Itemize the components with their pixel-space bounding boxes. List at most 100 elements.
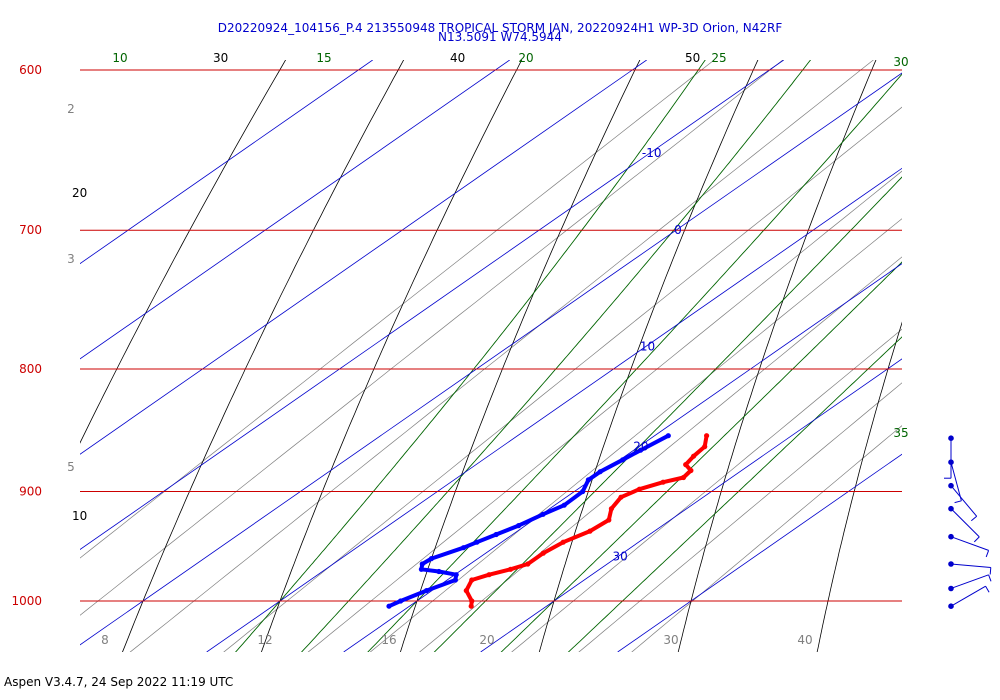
temperature-point (608, 506, 615, 512)
dry-adiabat-20 (399, 60, 641, 652)
moist-adiabat-35 (567, 336, 902, 652)
dry-adiabat-60 (955, 0, 1000, 662)
dewpoint-point (436, 568, 442, 575)
isotherm-line-30 (480, 358, 902, 652)
isotherm-label--10: -10 (642, 146, 662, 160)
mixing-ratio-8 (223, 106, 902, 652)
isotherm-lines (80, 60, 902, 652)
mixing-ratio-40 (578, 382, 902, 652)
isotherm-label-20: 20 (633, 440, 648, 454)
mixing-ratio-bottom-label-30: 30 (663, 633, 678, 647)
isotherm-line-10 (206, 167, 902, 652)
wind-barb-dot (948, 482, 954, 489)
mixing-ratio-5 (129, 60, 874, 652)
dry-adiabat-10 (260, 60, 523, 652)
wind-barb-dot (948, 561, 954, 567)
moist-adiabat-15 (301, 60, 812, 652)
moist-adiabat-label-35: 35 (893, 426, 908, 440)
footer-version-timestamp: Aspen V3.4.7, 24 Sep 2022 11:19 UTC (4, 675, 234, 689)
dry-adiabat-label-50: 50 (685, 51, 700, 65)
moist-adiabat-label-10: 10 (112, 51, 127, 65)
moist-adiabat-label-15: 15 (316, 51, 331, 65)
wind-barb-staff (950, 585, 986, 607)
dewpoint-point (620, 457, 626, 463)
temperature-point (463, 588, 469, 594)
wind-barb-feather (973, 536, 980, 543)
temperature-point (606, 517, 612, 523)
dewpoint-point (597, 469, 603, 475)
temperature-point (587, 528, 593, 534)
dewpoint-point (474, 539, 480, 545)
mixing-ratio-30 (511, 328, 902, 652)
dewpoint-point (428, 556, 434, 562)
isotherm-line-40 (617, 453, 902, 652)
dry-adiabat-0 (122, 60, 405, 652)
dry-adiabat-50 (816, 321, 902, 652)
isotherm-label-0: 0 (674, 223, 682, 237)
pressure-label-900: 900 (19, 484, 42, 498)
mixing-ratio-bottom-label-8: 8 (101, 633, 109, 647)
wind-barb-staff (950, 563, 991, 568)
isotherm-line-0 (80, 72, 902, 646)
dewpoint-point (585, 477, 592, 483)
dewpoint-point (418, 566, 424, 572)
dry-adiabat-40 (677, 60, 877, 652)
temperature-point (636, 486, 643, 492)
dewpoint-point (516, 523, 522, 529)
dewpoint-point (453, 572, 459, 578)
wind-barb-staff (950, 536, 989, 551)
temperature-point (704, 433, 710, 439)
dry-adiabat-label-30: 30 (213, 51, 228, 65)
dewpoint-point (580, 488, 586, 495)
wind-barb-dot (948, 459, 954, 466)
temperature-point (618, 494, 624, 500)
isotherm-line--40 (80, 60, 373, 265)
wind-barb-staff (950, 508, 980, 538)
mixing-ratio-lines (80, 60, 902, 652)
dewpoint-point (493, 531, 499, 538)
dewpoint-profile-line (387, 433, 671, 609)
pressure-label-800: 800 (19, 362, 42, 376)
mixing-ratio-bottom-label-40: 40 (797, 633, 812, 647)
chart-title-line-1: D20220924_104156_P.4 213550948 TROPICAL … (217, 21, 783, 35)
temperature-point (691, 453, 697, 459)
dewpoint-point (561, 502, 567, 508)
temperature-point (560, 539, 566, 545)
temperature-point (468, 603, 474, 609)
dewpoint-point (638, 447, 644, 453)
dewpoint-point (540, 511, 546, 517)
temperature-profile-line (464, 433, 709, 609)
mixing-ratio-bottom-label-12: 12 (257, 633, 272, 647)
moist-adiabat-label-25: 25 (711, 51, 726, 65)
dry-adiabat--10 (80, 60, 287, 444)
wind-barb-feather (988, 574, 992, 582)
mixing-ratio-2 (80, 60, 715, 559)
mixing-ratio-left-label-2: 2 (67, 102, 75, 116)
wind-barb-feather (954, 500, 962, 504)
mixing-ratio-3 (80, 60, 784, 616)
temperature-point (683, 462, 689, 468)
temperature-point (469, 598, 475, 604)
moist-adiabat-label-20: 20 (518, 51, 533, 65)
isobar-lines (80, 69, 902, 602)
isotherm-line--10 (80, 60, 784, 551)
wind-barb-feather (970, 515, 978, 522)
temperature-point (486, 572, 492, 578)
moist-adiabat-lines (235, 60, 902, 652)
axis-labels: 600 700 800 900 1000 -10 0 10 20 30 10 20 30 40 50 10 15… (11, 51, 908, 647)
mixing-ratio-left-label-3: 3 (67, 252, 75, 266)
dewpoint-point (398, 598, 404, 604)
wind-barb-feather (985, 585, 990, 593)
pressure-label-600: 600 (19, 63, 42, 77)
wind-barb-dot (948, 435, 954, 442)
dry-adiabat-label-10: 10 (72, 509, 87, 523)
dewpoint-point (423, 588, 430, 594)
moist-adiabat-20 (367, 73, 902, 652)
temperature-point (702, 444, 708, 450)
wind-barb-staff (950, 574, 989, 589)
sounding-profiles (386, 433, 710, 609)
moist-adiabat-10 (235, 60, 706, 652)
wind-barbs (944, 435, 992, 609)
dewpoint-point (452, 577, 458, 583)
